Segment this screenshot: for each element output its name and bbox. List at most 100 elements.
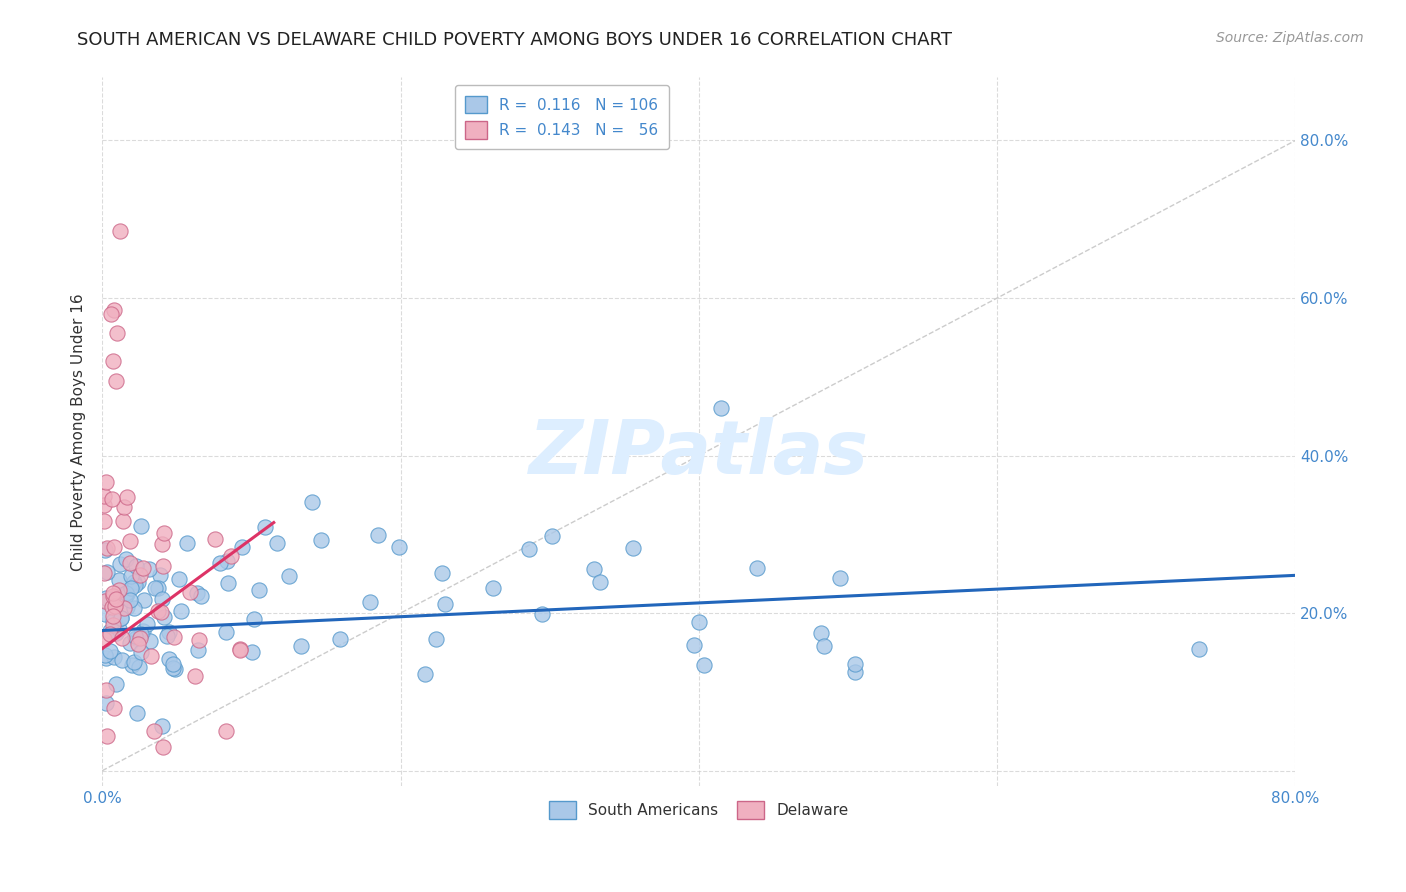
Point	[682, 638, 704, 652]
Point	[101, 614, 124, 628]
Point	[111, 653, 134, 667]
Point	[388, 540, 411, 554]
Point	[115, 585, 138, 599]
Point	[301, 495, 323, 509]
Point	[112, 600, 135, 615]
Point	[107, 582, 129, 597]
Point	[111, 631, 134, 645]
Point	[186, 586, 208, 600]
Point	[93, 489, 115, 503]
Point	[93, 498, 115, 512]
Point	[135, 617, 157, 632]
Point	[190, 590, 212, 604]
Point	[98, 644, 121, 658]
Point	[229, 643, 252, 657]
Point	[157, 652, 180, 666]
Point	[96, 565, 118, 579]
Point	[125, 632, 148, 646]
Point	[103, 540, 125, 554]
Point	[138, 562, 160, 576]
Point	[127, 637, 149, 651]
Point	[149, 567, 172, 582]
Point	[105, 677, 128, 691]
Point	[229, 642, 252, 657]
Point	[540, 528, 562, 542]
Point	[278, 569, 301, 583]
Point	[430, 566, 453, 580]
Point	[120, 582, 142, 596]
Point	[217, 576, 239, 591]
Point	[329, 632, 352, 647]
Point	[117, 587, 139, 601]
Point	[101, 585, 124, 599]
Point	[129, 519, 152, 533]
Point	[94, 696, 117, 710]
Point	[143, 581, 166, 595]
Point	[121, 658, 143, 673]
Point	[219, 549, 242, 564]
Point	[176, 536, 198, 550]
Point	[110, 611, 132, 625]
Point	[844, 657, 866, 672]
Point	[367, 528, 389, 542]
Point	[187, 632, 209, 647]
Point	[146, 582, 169, 596]
Text: Source: ZipAtlas.com: Source: ZipAtlas.com	[1216, 31, 1364, 45]
Point	[844, 665, 866, 680]
Point	[163, 662, 186, 676]
Point	[167, 572, 190, 586]
Point	[120, 592, 142, 607]
Point	[98, 627, 121, 641]
Point	[184, 669, 207, 683]
Point	[103, 302, 125, 317]
Point	[114, 591, 136, 605]
Point	[108, 557, 131, 571]
Point	[311, 533, 333, 548]
Point	[112, 514, 135, 528]
Point	[693, 658, 716, 673]
Point	[152, 559, 174, 574]
Point	[101, 600, 124, 615]
Point	[105, 591, 128, 606]
Point	[240, 645, 263, 659]
Point	[118, 636, 141, 650]
Point	[105, 326, 128, 341]
Point	[115, 552, 138, 566]
Point	[148, 603, 170, 617]
Point	[208, 557, 231, 571]
Point	[517, 541, 540, 556]
Point	[122, 655, 145, 669]
Point	[112, 500, 135, 515]
Point	[162, 661, 184, 675]
Point	[129, 626, 152, 640]
Point	[94, 594, 117, 608]
Point	[108, 224, 131, 238]
Point	[589, 574, 612, 589]
Point	[120, 533, 142, 548]
Point	[98, 624, 121, 639]
Point	[247, 582, 270, 597]
Point	[108, 623, 131, 637]
Point	[103, 701, 125, 715]
Point	[94, 607, 117, 622]
Point	[150, 591, 173, 606]
Point	[150, 536, 173, 550]
Point	[425, 632, 447, 646]
Point	[131, 624, 153, 639]
Point	[204, 533, 226, 547]
Point	[413, 667, 436, 681]
Point	[96, 541, 118, 555]
Y-axis label: Child Poverty Among Boys Under 16: Child Poverty Among Boys Under 16	[72, 293, 86, 571]
Point	[101, 608, 124, 623]
Point	[179, 585, 201, 599]
Point	[132, 593, 155, 607]
Point	[688, 615, 710, 629]
Point	[433, 597, 456, 611]
Point	[124, 559, 146, 574]
Legend: South Americans, Delaware: South Americans, Delaware	[543, 795, 855, 825]
Point	[162, 657, 184, 671]
Point	[94, 648, 117, 663]
Point	[153, 526, 176, 541]
Point	[131, 560, 153, 574]
Point	[120, 569, 142, 583]
